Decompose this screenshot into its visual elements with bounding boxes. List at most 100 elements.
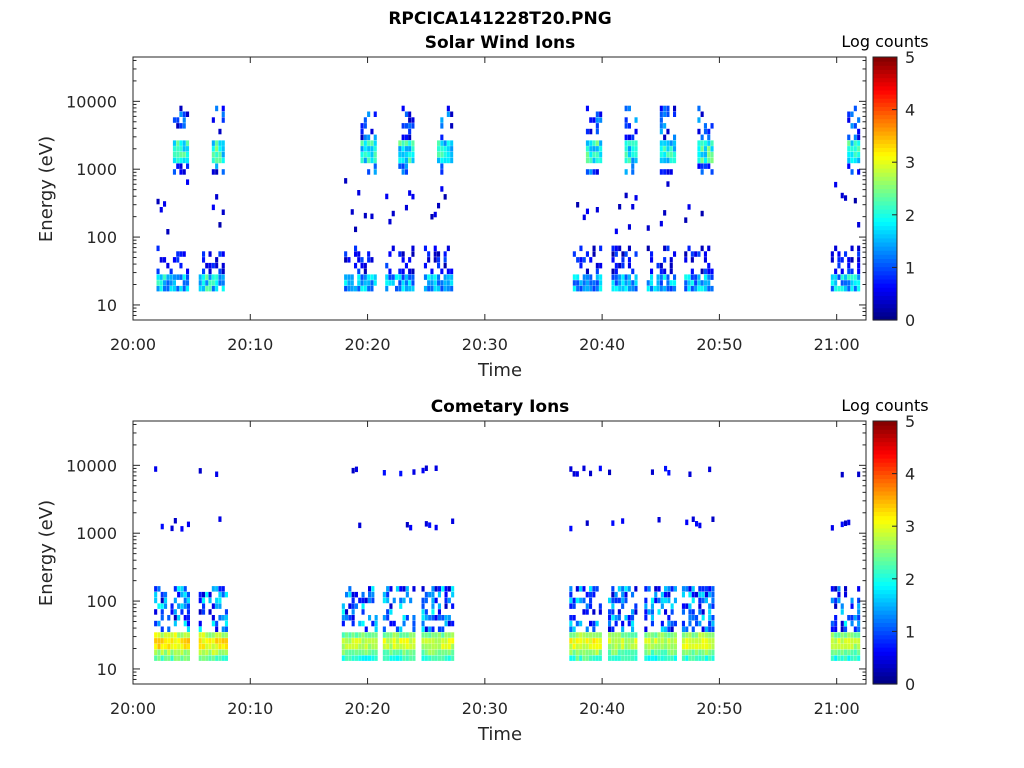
heatmap-cell <box>631 285 635 292</box>
heatmap-cell <box>627 280 631 286</box>
heatmap-cell <box>634 609 638 615</box>
heatmap-cell <box>585 632 589 638</box>
heatmap-cell <box>358 632 362 638</box>
heatmap-cell <box>634 586 638 592</box>
heatmap-cell <box>357 274 361 280</box>
heatmap-cell <box>857 245 861 252</box>
heatmap-cell <box>701 649 705 656</box>
heatmap-cell <box>703 123 707 129</box>
heatmap-cell <box>179 105 183 112</box>
heatmap-cell <box>157 638 161 644</box>
heatmap-cell <box>215 649 219 656</box>
heatmap-cell <box>646 225 650 231</box>
heatmap-cell <box>697 105 701 112</box>
heatmap-cell <box>592 620 596 627</box>
heatmap-cell <box>441 643 445 650</box>
heatmap-cell <box>576 280 580 286</box>
heatmap-cell <box>421 632 425 638</box>
heatmap-cell <box>697 128 701 135</box>
heatmap-cell <box>198 280 202 286</box>
heatmap-cell <box>164 603 168 609</box>
heatmap-cell <box>431 609 435 615</box>
heatmap-cell <box>186 179 190 185</box>
heatmap-cell <box>589 140 593 146</box>
heatmap-cell <box>399 638 403 644</box>
heatmap-cell <box>368 632 372 638</box>
heatmap-cell <box>837 655 841 661</box>
heatmap-cell <box>857 586 861 592</box>
heatmap-cell <box>569 603 573 609</box>
heatmap-cell <box>182 151 186 158</box>
heatmap-cell <box>441 586 445 592</box>
heatmap-cell <box>847 280 851 286</box>
heatmap-cell <box>621 649 625 656</box>
heatmap-cell <box>853 151 857 158</box>
heatmap-cell <box>424 655 428 661</box>
plot-frame-cometary <box>132 420 867 685</box>
heatmap-cell <box>367 157 371 164</box>
x-tick-label: 20:10 <box>227 699 273 718</box>
heatmap-cell <box>685 586 689 592</box>
heatmap-cell <box>428 615 432 621</box>
heatmap-cell <box>575 649 579 656</box>
heatmap-cell <box>434 586 438 592</box>
colorbar-swatch <box>873 77 897 83</box>
heatmap-cell <box>166 285 170 292</box>
heatmap-cell <box>663 268 667 275</box>
heatmap-cell <box>399 632 403 638</box>
heatmap-cell <box>434 643 438 650</box>
heatmap-cell <box>685 632 689 638</box>
heatmap-cell <box>421 603 425 609</box>
heatmap-cell <box>344 257 348 263</box>
heatmap-cell <box>450 268 454 275</box>
heatmap-cell <box>853 146 857 152</box>
heatmap-cell <box>707 280 711 286</box>
heatmap-cell <box>424 643 428 650</box>
heatmap-cell <box>382 626 386 632</box>
heatmap-cell <box>218 251 222 257</box>
heatmap-cell <box>708 620 712 627</box>
heatmap-cell <box>830 251 834 257</box>
heatmap-cell <box>681 643 685 650</box>
heatmap-cell <box>344 280 348 286</box>
heatmap-cell <box>707 285 711 292</box>
heatmap-cell <box>667 649 671 656</box>
heatmap-cell <box>424 632 428 638</box>
heatmap-cell <box>850 245 854 252</box>
heatmap-cell <box>569 638 573 644</box>
heatmap-cell <box>361 638 365 644</box>
heatmap-cell <box>360 257 364 263</box>
heatmap-cell <box>433 245 437 252</box>
heatmap-cell <box>211 285 215 292</box>
heatmap-cell <box>389 586 393 592</box>
heatmap-cell <box>659 117 663 123</box>
heatmap-cell <box>579 632 583 638</box>
heatmap-cell <box>388 251 392 257</box>
heatmap-cell <box>847 274 851 280</box>
heatmap-cell <box>398 140 402 146</box>
heatmap-cell <box>345 591 349 598</box>
heatmap-cell <box>664 586 668 592</box>
heatmap-cell <box>350 274 354 280</box>
heatmap-cell <box>186 597 190 604</box>
heatmap-cell <box>389 643 393 650</box>
heatmap-cell <box>404 134 408 141</box>
heatmap-cell <box>391 280 395 286</box>
heatmap-cell <box>653 285 657 292</box>
heatmap-cell <box>840 471 844 478</box>
heatmap-cell <box>850 655 854 661</box>
heatmap-cell <box>382 649 386 656</box>
heatmap-cell <box>631 146 635 152</box>
heatmap-cell <box>221 591 225 598</box>
heatmap-cell <box>844 285 848 292</box>
heatmap-cell <box>660 626 664 632</box>
heatmap-cell <box>402 620 406 627</box>
heatmap-cell <box>704 643 708 650</box>
heatmap-cell <box>176 140 180 146</box>
heatmap-cell <box>348 638 352 644</box>
heatmap-cell <box>650 609 654 615</box>
heatmap-cell <box>667 632 671 638</box>
heatmap-cell <box>344 251 348 257</box>
colorbar-swatch <box>873 425 897 430</box>
heatmap-cell <box>412 655 416 661</box>
